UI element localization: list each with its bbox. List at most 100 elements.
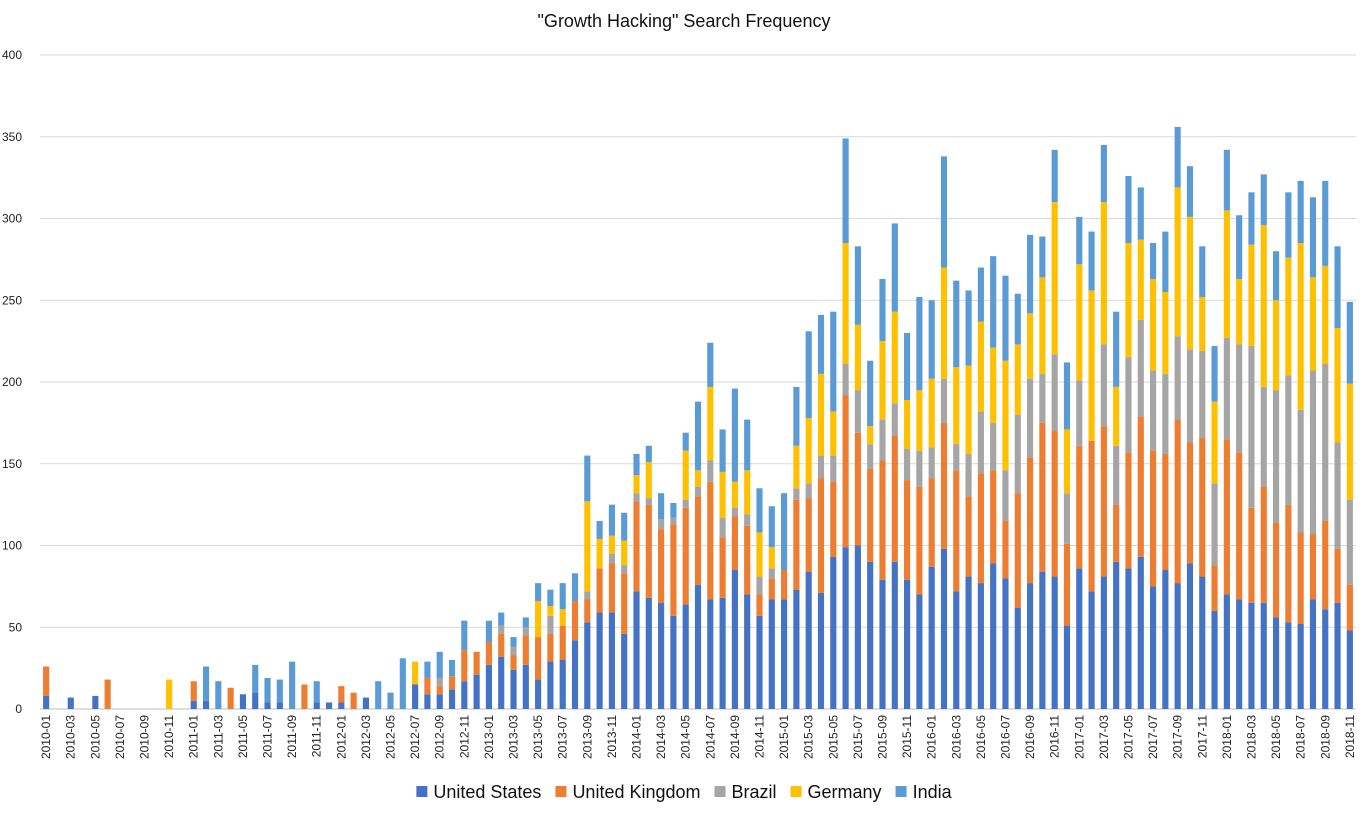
bar-segment: [731, 570, 738, 709]
x-tick-label: 2014-03: [654, 715, 668, 759]
bar-segment: [879, 341, 886, 420]
bar-segment: [990, 422, 997, 471]
bar-segment: [817, 592, 825, 709]
bar-segment: [399, 658, 406, 709]
bar-segment: [928, 566, 935, 709]
x-tick-label: 2010-01: [39, 715, 53, 759]
bar-segment: [1039, 373, 1046, 423]
bar-segment: [535, 601, 542, 638]
bar-segment: [670, 502, 677, 518]
bar-segment: [461, 650, 468, 682]
bar-segment: [756, 594, 763, 616]
bar-segment: [694, 401, 702, 471]
x-tick-label: 2015-03: [802, 715, 816, 759]
bar-segment: [1113, 445, 1120, 505]
bar-segment: [559, 609, 566, 626]
bar-segment: [879, 460, 886, 580]
bar-segment: [1100, 144, 1107, 203]
bar-segment: [608, 553, 615, 564]
bar-segment: [264, 702, 271, 709]
bar-segment: [940, 156, 948, 268]
bar-segment: [584, 501, 591, 592]
bar-segment: [621, 540, 628, 566]
x-tick-label: 2018-01: [1220, 715, 1234, 759]
bars: [43, 126, 1353, 709]
bar-segment: [1088, 440, 1095, 592]
bar-segment: [1199, 437, 1206, 577]
bar-segment: [1199, 576, 1206, 709]
bar-segment: [1297, 623, 1304, 709]
bar-segment: [535, 583, 542, 602]
bar-segment: [1174, 126, 1181, 188]
bar-segment: [498, 625, 505, 634]
bar-segment: [547, 661, 554, 709]
x-tick-label: 2013-01: [482, 715, 496, 759]
bar-segment: [830, 481, 837, 557]
y-tick-label: 50: [9, 620, 23, 634]
bar-segment: [621, 565, 628, 574]
bar-segment: [350, 692, 357, 709]
bar-segment: [1051, 202, 1058, 355]
bar-segment: [608, 504, 615, 536]
y-tick-label: 150: [2, 457, 22, 471]
bar-segment: [953, 444, 960, 471]
bar-segment: [1002, 360, 1009, 471]
bar-segment: [1236, 344, 1243, 453]
bar-segment: [867, 444, 874, 469]
bar-segment: [1100, 426, 1107, 577]
bar-segment: [1199, 296, 1206, 351]
bar-segment: [940, 548, 948, 709]
bar-segment: [1322, 364, 1329, 521]
bar-segment: [891, 223, 898, 312]
x-tick-label: 2015-09: [875, 715, 889, 759]
x-tick-label: 2011-07: [261, 715, 275, 758]
bar-segment: [744, 419, 751, 471]
bar-segment: [559, 659, 566, 709]
x-axis-tick-labels: 2010-01 2010-03 2010-05 2010-07 2010-09 2010-…: [39, 715, 1357, 759]
bar-segment: [571, 640, 579, 709]
y-tick-label: 400: [2, 48, 22, 62]
legend-swatch: [416, 786, 428, 797]
bar-segment: [1051, 431, 1058, 577]
bar-segment: [498, 633, 505, 657]
bar-segment: [1309, 599, 1317, 709]
bar-segment: [448, 659, 456, 677]
bar-segment: [1223, 439, 1230, 595]
bar-segment: [1063, 543, 1071, 626]
bar-segment: [215, 681, 222, 709]
bar-segment: [645, 597, 652, 709]
bar-segment: [1236, 215, 1243, 279]
bar-segment: [854, 390, 861, 433]
bar-segment: [264, 677, 271, 703]
bar-segment: [756, 576, 763, 595]
bar-segment: [817, 478, 825, 593]
bar-segment: [1334, 328, 1341, 443]
bar-segment: [928, 478, 935, 567]
bar-segment: [190, 700, 197, 709]
bar-segment: [977, 473, 984, 584]
bar-segment: [707, 599, 714, 709]
bar-segment: [498, 656, 505, 709]
x-tick-label: 2011-05: [236, 715, 250, 758]
bar-segment: [793, 488, 800, 500]
x-tick-label: 2016-11: [1048, 715, 1062, 758]
chart-title: "Growth Hacking" Search Frequency: [538, 11, 831, 31]
bar-segment: [1162, 570, 1169, 709]
bar-segment: [510, 637, 517, 647]
bar-segment: [559, 625, 566, 660]
x-tick-label: 2012-11: [457, 715, 471, 758]
bar-segment: [1211, 565, 1218, 611]
bar-segment: [940, 267, 948, 379]
bar-segment: [436, 694, 443, 709]
bar-segment: [1088, 231, 1095, 291]
bar-segment: [928, 447, 935, 479]
bar-segment: [830, 556, 837, 709]
bar-segment: [166, 679, 173, 709]
bar-segment: [1125, 568, 1132, 709]
bar-segment: [485, 664, 492, 709]
x-tick-label: 2012-09: [433, 715, 447, 759]
bar-segment: [756, 615, 763, 709]
bar-segment: [633, 591, 640, 709]
bar-segment: [1322, 520, 1329, 610]
